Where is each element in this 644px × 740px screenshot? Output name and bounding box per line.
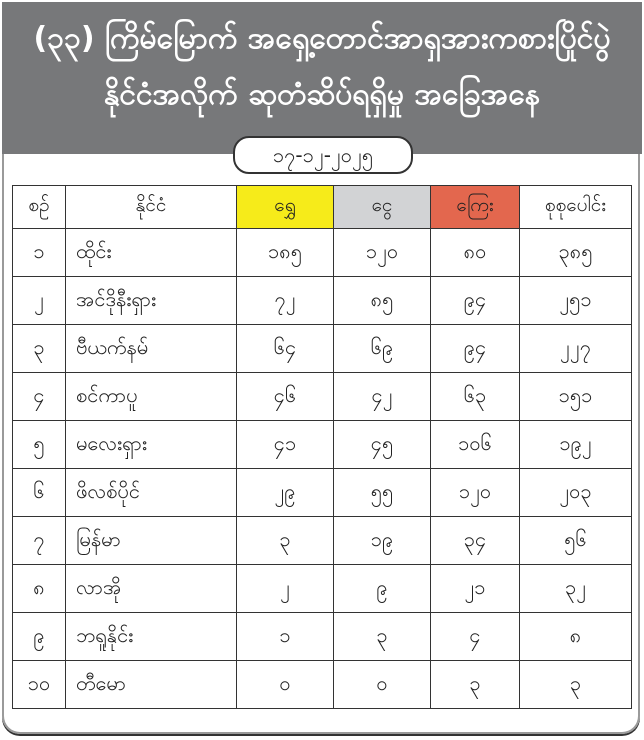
rank-cell: ၁ [12,228,66,277]
col-total: စုစုပေါင်း [519,185,632,229]
gold-cell: ၂ [236,564,334,613]
col-silver: ငွေ [333,185,431,229]
total-cell: ၃၈၅ [519,228,632,277]
medal-table: စဉ် နိုင်ငံ ရွှေ ငွေ ကြေး စုစုပေါင်း ၁ထိ… [12,185,632,709]
total-cell: ၃၂ [519,564,632,613]
bronze-cell: ၉၄ [430,324,520,373]
table-row: ၃ဗီယက်နမ် ၆၄ ၆၉ ၉၄ ၂၂၇ [12,324,632,373]
country-cell: စင်ကာပူ [65,372,237,421]
country-cell: ဖိလစ်ပိုင် [65,468,237,517]
col-bronze: ကြေး [430,185,520,229]
silver-cell: ၁၂၀ [333,228,431,277]
rank-cell: ၈ [12,564,66,613]
gold-cell: ၇၂ [236,276,334,325]
col-gold: ရွှေ [236,185,334,229]
gold-cell: ၃ [236,516,334,565]
bronze-cell: ၃၄ [430,516,520,565]
gold-cell: ၁ [236,612,334,661]
total-cell: ၃ [519,660,632,709]
total-cell: ၂၅၁ [519,276,632,325]
silver-cell: ၄၅ [333,420,431,469]
col-rank: စဉ် [12,185,66,229]
title-line-1: (၃၃) ကြိမ်မြောက် အရှေ့တောင်အာရှအားကစားပြ… [33,21,611,56]
gold-cell: ၁၈၅ [236,228,334,277]
total-cell: ၅၆ [519,516,632,565]
gold-cell: ၆၄ [236,324,334,373]
gold-cell: ၀ [236,660,334,709]
rank-cell: ၃ [12,324,66,373]
silver-cell: ၉ [333,564,431,613]
silver-cell: ၅၅ [333,468,431,517]
bronze-cell: ၈၀ [430,228,520,277]
gold-cell: ၄၁ [236,420,334,469]
gold-cell: ၂၉ [236,468,334,517]
bronze-cell: ၁၂၀ [430,468,520,517]
country-cell: ဗီယက်နမ် [65,324,237,373]
country-cell: ဘရူနိုင်း [65,612,237,661]
rank-cell: ၇ [12,516,66,565]
bronze-cell: ၃ [430,660,520,709]
country-cell: ထိုင်း [65,228,237,277]
country-cell: မြန်မာ [65,516,237,565]
card-frame [2,2,640,734]
bronze-cell: ၄ [430,612,520,661]
silver-cell: ၈၅ [333,276,431,325]
table-row: ၆ဖိလစ်ပိုင် ၂၉ ၅၅ ၁၂၀ ၂၀၃ [12,468,632,517]
total-cell: ၂၀၃ [519,468,632,517]
header-banner: (၃၃) ကြိမ်မြောက် အရှေ့တောင်အာရှအားကစားပြ… [2,2,642,154]
rank-cell: ၆ [12,468,66,517]
date-badge: ၁၇-၁၂-၂၀၂၅ [233,136,413,174]
silver-cell: ၆၉ [333,324,431,373]
rank-cell: ၁၀ [12,660,66,709]
table-row: ၁၀ တီမော၀၀၃၃ [12,660,632,709]
bronze-cell: ၆၃ [430,372,520,421]
country-cell: လာအို [65,564,237,613]
country-cell: အင်ဒိုနီးရှား [65,276,237,325]
table-row: ၂အင်ဒိုနီးရှား ၇၂ ၈၅ ၉၄ ၂၅၁ [12,276,632,325]
country-cell: မလေးရှား [65,420,237,469]
table-header-row: စဉ် နိုင်ငံ ရွှေ ငွေ ကြေး စုစုပေါင်း [12,185,632,229]
rank-cell: ၉ [12,612,66,661]
total-cell: ၁၉၂ [519,420,632,469]
table-row: ၉ဘရူနိုင်း၁၃၄၈ [12,612,632,661]
silver-cell: ၁၉ [333,516,431,565]
bronze-cell: ၉၄ [430,276,520,325]
bronze-cell: ၁၀၆ [430,420,520,469]
bronze-cell: ၂၁ [430,564,520,613]
rank-cell: ၂ [12,276,66,325]
silver-cell: ၀ [333,660,431,709]
gold-cell: ၄၆ [236,372,334,421]
rank-cell: ၄ [12,372,66,421]
total-cell: ၂၂၇ [519,324,632,373]
total-cell: ၈ [519,612,632,661]
silver-cell: ၃ [333,612,431,661]
country-cell: တီမော [65,660,237,709]
table-row: ၇မြန်မာ၃၁၉ ၃၄ ၅၆ [12,516,632,565]
title-line-2: နိုင်ငံအလိုက် ဆုတံဆိပ်ရရှိမှု အခြေအနေ [103,77,541,112]
table-row: ၄စင်ကာပူ ၄၆ ၄၂ ၆၃ ၁၅၁ [12,372,632,421]
col-country: နိုင်ငံ [65,185,237,229]
table-row: ၅မလေးရှား ၄၁ ၄၅ ၁၀၆ ၁၉၂ [12,420,632,469]
rank-cell: ၅ [12,420,66,469]
total-cell: ၁၅၁ [519,372,632,421]
silver-cell: ၄၂ [333,372,431,421]
table-row: ၁ထိုင်း ၁၈၅ ၁၂၀ ၈၀ ၃၈၅ [12,228,632,277]
table-row: ၈လာအို၂၉၂၁ ၃၂ [12,564,632,613]
